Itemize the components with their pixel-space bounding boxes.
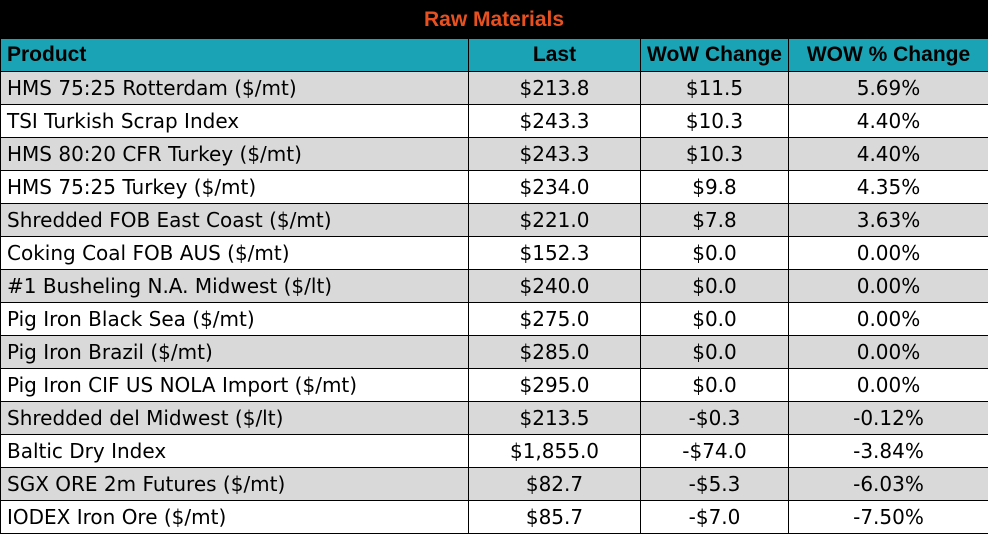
wow-pct-change-cell: 4.40%: [788, 104, 988, 138]
column-header-last: Last: [468, 38, 641, 72]
wow-change-cell: $10.3: [640, 104, 789, 138]
product-cell: Coking Coal FOB AUS ($/mt): [0, 236, 469, 270]
wow-change-cell: -$0.3: [640, 401, 789, 435]
wow-change-cell: $0.0: [640, 368, 789, 402]
last-cell: $213.5: [468, 401, 641, 435]
product-cell: Pig Iron Brazil ($/mt): [0, 335, 469, 369]
wow-change-cell: $0.0: [640, 335, 789, 369]
wow-pct-change-cell: 4.40%: [788, 137, 988, 171]
wow-change-cell: -$5.3: [640, 467, 789, 501]
last-cell: $213.8: [468, 71, 641, 105]
table-row: #1 Busheling N.A. Midwest ($/lt) $240.0 $0…: [0, 269, 988, 303]
last-cell: $82.7: [468, 467, 641, 501]
column-header-product: Product: [0, 38, 469, 72]
product-cell: Shredded FOB East Coast ($/mt): [0, 203, 469, 237]
wow-pct-change-cell: 0.00%: [788, 335, 988, 369]
table-row: HMS 80:20 CFR Turkey ($/mt) $243.3 $10.3 4.…: [0, 137, 988, 171]
wow-change-cell: $0.0: [640, 302, 789, 336]
last-cell: $152.3: [468, 236, 641, 270]
wow-change-cell: $7.8: [640, 203, 789, 237]
product-cell: TSI Turkish Scrap Index: [0, 104, 469, 138]
last-cell: $275.0: [468, 302, 641, 336]
wow-pct-change-cell: 4.35%: [788, 170, 988, 204]
wow-pct-change-cell: 0.00%: [788, 269, 988, 303]
last-cell: $1,855.0: [468, 434, 641, 468]
table-row: SGX ORE 2m Futures ($/mt) $82.7 -$5.3 -6.03…: [0, 467, 988, 501]
wow-pct-change-cell: -3.84%: [788, 434, 988, 468]
table-row: Pig Iron Black Sea ($/mt) $275.0 $0.0 0.00%: [0, 302, 988, 336]
wow-pct-change-cell: -0.12%: [788, 401, 988, 435]
product-cell: Baltic Dry Index: [0, 434, 469, 468]
wow-pct-change-cell: 5.69%: [788, 71, 988, 105]
table-row: IODEX Iron Ore ($/mt) $85.7 -$7.0 -7.50%: [0, 500, 988, 534]
last-cell: $221.0: [468, 203, 641, 237]
last-cell: $243.3: [468, 137, 641, 171]
product-cell: HMS 80:20 CFR Turkey ($/mt): [0, 137, 469, 171]
product-cell: IODEX Iron Ore ($/mt): [0, 500, 469, 534]
wow-pct-change-cell: 0.00%: [788, 368, 988, 402]
last-cell: $243.3: [468, 104, 641, 138]
product-cell: #1 Busheling N.A. Midwest ($/lt): [0, 269, 469, 303]
last-cell: $234.0: [468, 170, 641, 204]
wow-change-cell: $11.5: [640, 71, 789, 105]
last-cell: $85.7: [468, 500, 641, 534]
column-header-wow-change: WoW Change: [640, 38, 789, 72]
table-row: Shredded del Midwest ($/lt) $213.5 -$0.3 -0…: [0, 401, 988, 435]
table-row: Baltic Dry Index $1,855.0 -$74.0 -3.84%: [0, 434, 988, 468]
product-cell: Pig Iron Black Sea ($/mt): [0, 302, 469, 336]
table-row: HMS 75:25 Rotterdam ($/mt) $213.8 $11.5 5.6…: [0, 71, 988, 105]
table-row: Shredded FOB East Coast ($/mt) $221.0 $7.8…: [0, 203, 988, 237]
wow-pct-change-cell: -7.50%: [788, 500, 988, 534]
last-cell: $240.0: [468, 269, 641, 303]
wow-change-cell: $10.3: [640, 137, 789, 171]
product-cell: HMS 75:25 Turkey ($/mt): [0, 170, 469, 204]
last-cell: $285.0: [468, 335, 641, 369]
table-row: Pig Iron Brazil ($/mt) $285.0 $0.0 0.00%: [0, 335, 988, 369]
last-cell: $295.0: [468, 368, 641, 402]
table-title: Raw Materials: [0, 0, 988, 38]
wow-pct-change-cell: 3.63%: [788, 203, 988, 237]
product-cell: Shredded del Midwest ($/lt): [0, 401, 469, 435]
wow-change-cell: $0.0: [640, 236, 789, 270]
product-cell: Pig Iron CIF US NOLA Import ($/mt): [0, 368, 469, 402]
raw-materials-table: Product Last WoW Change WOW % Change HMS…: [0, 38, 988, 534]
wow-pct-change-cell: -6.03%: [788, 467, 988, 501]
table-row: Pig Iron CIF US NOLA Import ($/mt) $295.0…: [0, 368, 988, 402]
product-cell: HMS 75:25 Rotterdam ($/mt): [0, 71, 469, 105]
product-cell: SGX ORE 2m Futures ($/mt): [0, 467, 469, 501]
table-row: HMS 75:25 Turkey ($/mt) $234.0 $9.8 4.35%: [0, 170, 988, 204]
column-header-wow-pct-change: WOW % Change: [788, 38, 988, 72]
wow-pct-change-cell: 0.00%: [788, 302, 988, 336]
table-row: TSI Turkish Scrap Index $243.3 $10.3 4.40%: [0, 104, 988, 138]
header-row: Product Last WoW Change WOW % Change: [0, 38, 988, 72]
wow-change-cell: -$74.0: [640, 434, 789, 468]
table-row: Coking Coal FOB AUS ($/mt) $152.3 $0.0 0.00…: [0, 236, 988, 270]
wow-change-cell: $9.8: [640, 170, 789, 204]
wow-change-cell: -$7.0: [640, 500, 789, 534]
wow-change-cell: $0.0: [640, 269, 789, 303]
wow-pct-change-cell: 0.00%: [788, 236, 988, 270]
